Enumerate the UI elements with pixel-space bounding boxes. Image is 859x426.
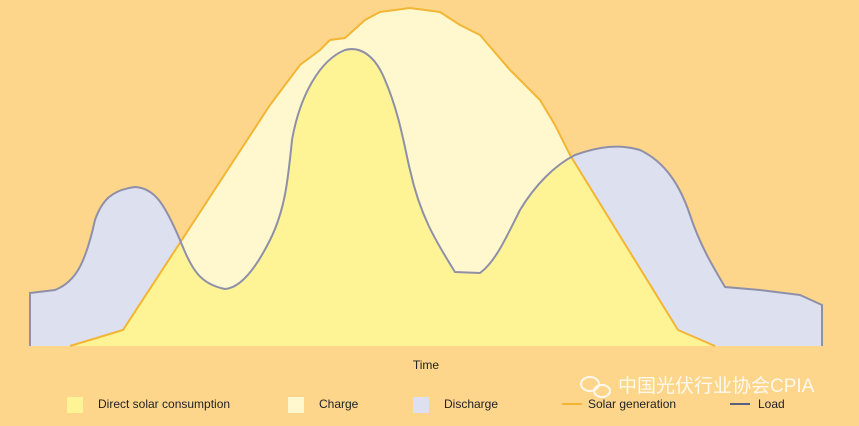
legend-label: Solar generation <box>588 397 676 411</box>
watermark-icon <box>580 376 611 398</box>
solar-line <box>69 6 716 347</box>
direct-consumption-area <box>70 49 715 346</box>
load-line <box>29 48 823 346</box>
legend-swatch <box>288 397 304 413</box>
legend-swatch <box>413 397 429 413</box>
x-axis-label: Time <box>413 358 440 372</box>
legend-label: Charge <box>319 397 359 411</box>
watermark: 中国光伏行业协会CPIA <box>618 375 815 397</box>
legend-label: Discharge <box>444 397 498 411</box>
legend-label: Load <box>758 397 785 411</box>
legend-label: Direct solar consumption <box>98 397 230 411</box>
legend-swatch <box>67 397 83 413</box>
